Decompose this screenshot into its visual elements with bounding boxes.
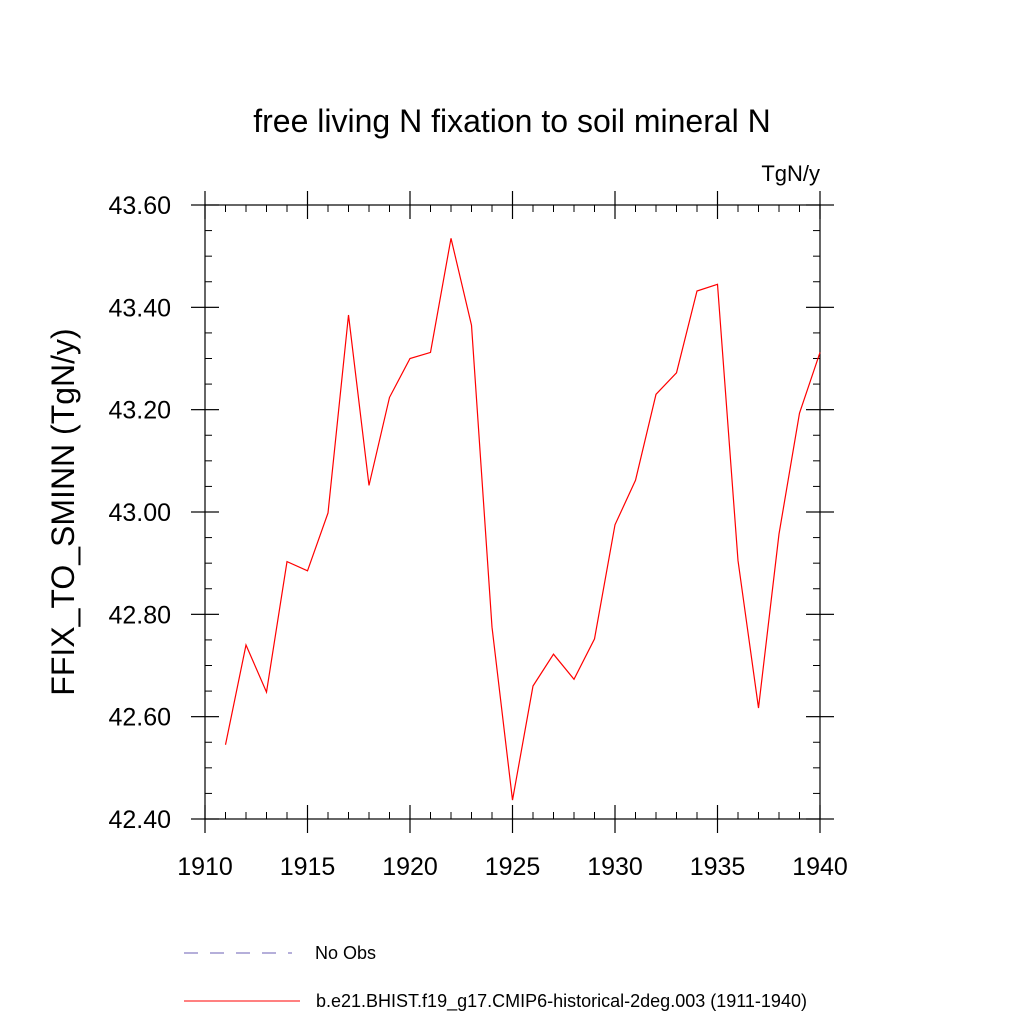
legend-label: b.e21.BHIST.f19_g17.CMIP6-historical-2de…	[316, 991, 807, 1012]
y-tick-label: 42.60	[108, 704, 171, 732]
plot-frame	[204, 204, 821, 820]
axis-tick-labels: 1910 1915 1920 1925 1930 1935 1940 42.40 42.60 42…	[108, 192, 847, 881]
y-axis-label: FFIX_TO_SMINN (TgN/y)	[45, 328, 81, 695]
x-tick-label: 1925	[485, 853, 541, 881]
x-tick-label: 1930	[587, 853, 643, 881]
units-label: TgN/y	[761, 161, 820, 186]
x-tick-label: 1915	[280, 853, 336, 881]
y-tick-label: 42.40	[108, 806, 171, 834]
legend: No Obs b.e21.BHIST.f19_g17.CMIP6-historic…	[184, 943, 807, 1012]
axis-ticks	[191, 191, 834, 833]
y-tick-label: 43.40	[108, 294, 171, 322]
x-tick-label: 1910	[177, 853, 233, 881]
series-layer	[224, 238, 821, 801]
y-tick-label: 43.00	[108, 499, 171, 527]
y-tick-label: 43.60	[108, 192, 171, 220]
legend-label: No Obs	[315, 943, 376, 963]
series-line	[224, 238, 821, 801]
x-tick-label: 1920	[382, 853, 438, 881]
x-tick-label: 1935	[690, 853, 746, 881]
y-tick-label: 42.80	[108, 601, 171, 629]
x-tick-label: 1940	[792, 853, 848, 881]
chart-title: free living N fixation to soil mineral N	[253, 103, 771, 139]
y-tick-label: 43.20	[108, 397, 171, 425]
